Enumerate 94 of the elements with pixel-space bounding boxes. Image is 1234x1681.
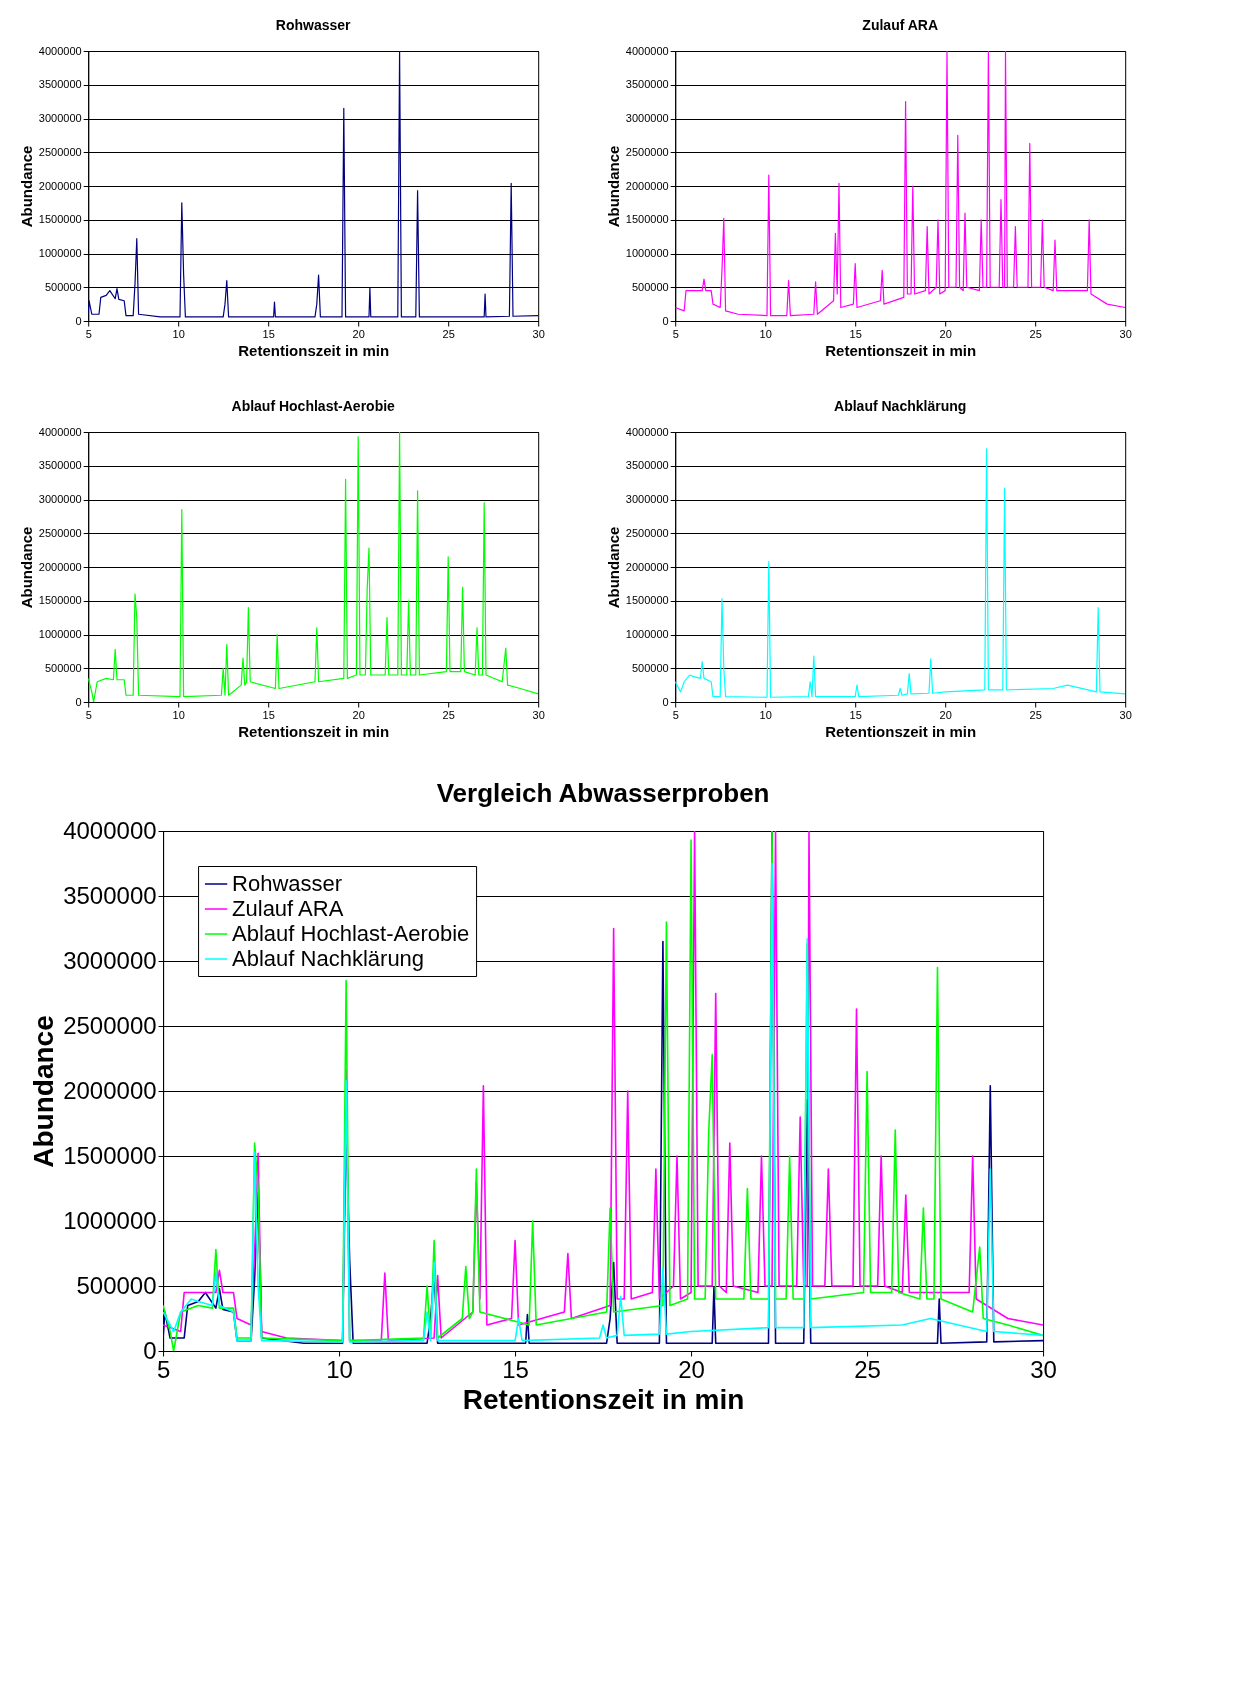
y-tick-label: 1500000: [625, 594, 669, 607]
x-tick-label: 5: [85, 708, 92, 721]
y-tick-label: 3000000: [625, 112, 669, 124]
x-tick-label: 30: [532, 327, 545, 340]
legend-label: Ablauf Hochlast-Aerobie: [232, 921, 470, 946]
y-tick-label: 1000000: [38, 247, 82, 259]
x-tick-label: 10: [172, 708, 185, 721]
y-tick-label: 1500000: [38, 594, 82, 607]
y-tick-label: 3000000: [63, 946, 157, 974]
y-tick-label: 4000000: [38, 44, 82, 57]
y-tick-label: 3500000: [38, 78, 82, 91]
y-tick-label: 500000: [44, 661, 82, 674]
y-tick-label: 2000000: [38, 179, 82, 192]
y-tick-label: 3500000: [63, 881, 157, 909]
x-tick-label: 15: [262, 708, 275, 721]
x-tick-label: 5: [85, 327, 92, 340]
x-tick-label: 20: [352, 327, 365, 340]
x-axis-title: Retentionszeit in min: [238, 341, 390, 359]
y-axis-title: Abundance: [604, 526, 622, 609]
x-tick-label: 15: [849, 327, 862, 340]
y-tick-label: 0: [75, 314, 82, 327]
y-tick-label: 0: [75, 695, 82, 708]
y-tick-label: 2000000: [625, 560, 669, 573]
x-tick-label: 25: [442, 327, 455, 340]
y-tick-label: 500000: [631, 661, 669, 674]
y-tick-label: 500000: [631, 280, 669, 293]
x-tick-label: 10: [172, 327, 185, 340]
x-tick-label: 20: [352, 708, 365, 721]
x-axis-title: Retentionszeit in min: [238, 722, 390, 740]
x-tick-label: 30: [1119, 708, 1132, 721]
chart-title: Zulauf ARA: [862, 17, 939, 33]
y-tick-label: 2500000: [38, 145, 82, 158]
x-tick-label: 5: [672, 327, 679, 340]
chart-title: Ablauf Nachklärung: [834, 398, 967, 414]
chart-title: Rohwasser: [275, 17, 352, 33]
y-tick-label: 1000000: [38, 628, 82, 640]
legend-label: Zulauf ARA: [232, 896, 344, 921]
x-tick-label: 5: [156, 1355, 171, 1383]
x-tick-label: 25: [442, 708, 455, 721]
x-tick-label: 15: [849, 708, 862, 721]
y-tick-label: 4000000: [625, 425, 669, 438]
y-tick-label: 2500000: [625, 145, 669, 158]
legend-label: Ablauf Nachklärung: [232, 946, 425, 971]
y-tick-label: 2000000: [63, 1076, 157, 1104]
y-tick-label: 3500000: [38, 459, 82, 472]
chart-title: Ablauf Hochlast-Aerobie: [231, 398, 396, 414]
y-tick-label: 0: [143, 1336, 157, 1364]
y-axis-title: Abundance: [28, 1015, 60, 1168]
y-tick-label: 1500000: [63, 1141, 157, 1169]
x-tick-label: 10: [326, 1355, 353, 1383]
x-tick-label: 30: [1119, 327, 1132, 340]
legend-label: Rohwasser: [232, 871, 343, 896]
x-tick-label: 30: [1030, 1355, 1057, 1383]
x-tick-label: 25: [1029, 708, 1042, 721]
x-tick-label: 10: [759, 708, 772, 721]
y-tick-label: 1000000: [625, 628, 669, 640]
x-tick-label: 20: [939, 708, 952, 721]
y-tick-label: 3500000: [625, 459, 669, 472]
y-tick-label: 3000000: [625, 493, 669, 505]
x-axis-title: Retentionszeit in min: [825, 341, 977, 359]
x-tick-label: 25: [854, 1355, 881, 1383]
y-tick-label: 1000000: [63, 1206, 157, 1234]
y-tick-label: 2000000: [625, 179, 669, 192]
y-tick-label: 500000: [76, 1271, 157, 1299]
x-tick-label: 5: [672, 708, 679, 721]
y-tick-label: 1500000: [625, 213, 669, 226]
y-tick-label: 2000000: [38, 560, 82, 573]
y-tick-label: 2500000: [38, 526, 82, 539]
x-axis-title: Retentionszeit in min: [825, 722, 977, 740]
x-tick-label: 30: [532, 708, 545, 721]
x-axis-title: Retentionszeit in min: [462, 1383, 745, 1415]
y-tick-label: 1500000: [38, 213, 82, 226]
x-tick-label: 10: [759, 327, 772, 340]
y-tick-label: 0: [662, 695, 669, 708]
y-axis-title: Abundance: [17, 526, 35, 609]
x-tick-label: 15: [262, 327, 275, 340]
y-tick-label: 2500000: [63, 1011, 157, 1039]
x-tick-label: 25: [1029, 327, 1042, 340]
y-tick-label: 0: [662, 314, 669, 327]
y-tick-label: 500000: [44, 280, 82, 293]
y-tick-label: 4000000: [625, 44, 669, 57]
y-tick-label: 3500000: [625, 78, 669, 91]
y-tick-label: 4000000: [38, 425, 82, 438]
x-tick-label: 20: [678, 1355, 705, 1383]
x-tick-label: 20: [939, 327, 952, 340]
chart-title: Vergleich Abwasserproben: [436, 778, 770, 808]
y-tick-label: 3000000: [38, 493, 82, 505]
y-tick-label: 1000000: [625, 247, 669, 259]
y-axis-title: Abundance: [604, 145, 622, 228]
y-tick-label: 3000000: [38, 112, 82, 124]
y-tick-label: 2500000: [625, 526, 669, 539]
x-tick-label: 15: [502, 1355, 529, 1383]
y-axis-title: Abundance: [17, 145, 35, 228]
y-tick-label: 4000000: [63, 816, 157, 844]
